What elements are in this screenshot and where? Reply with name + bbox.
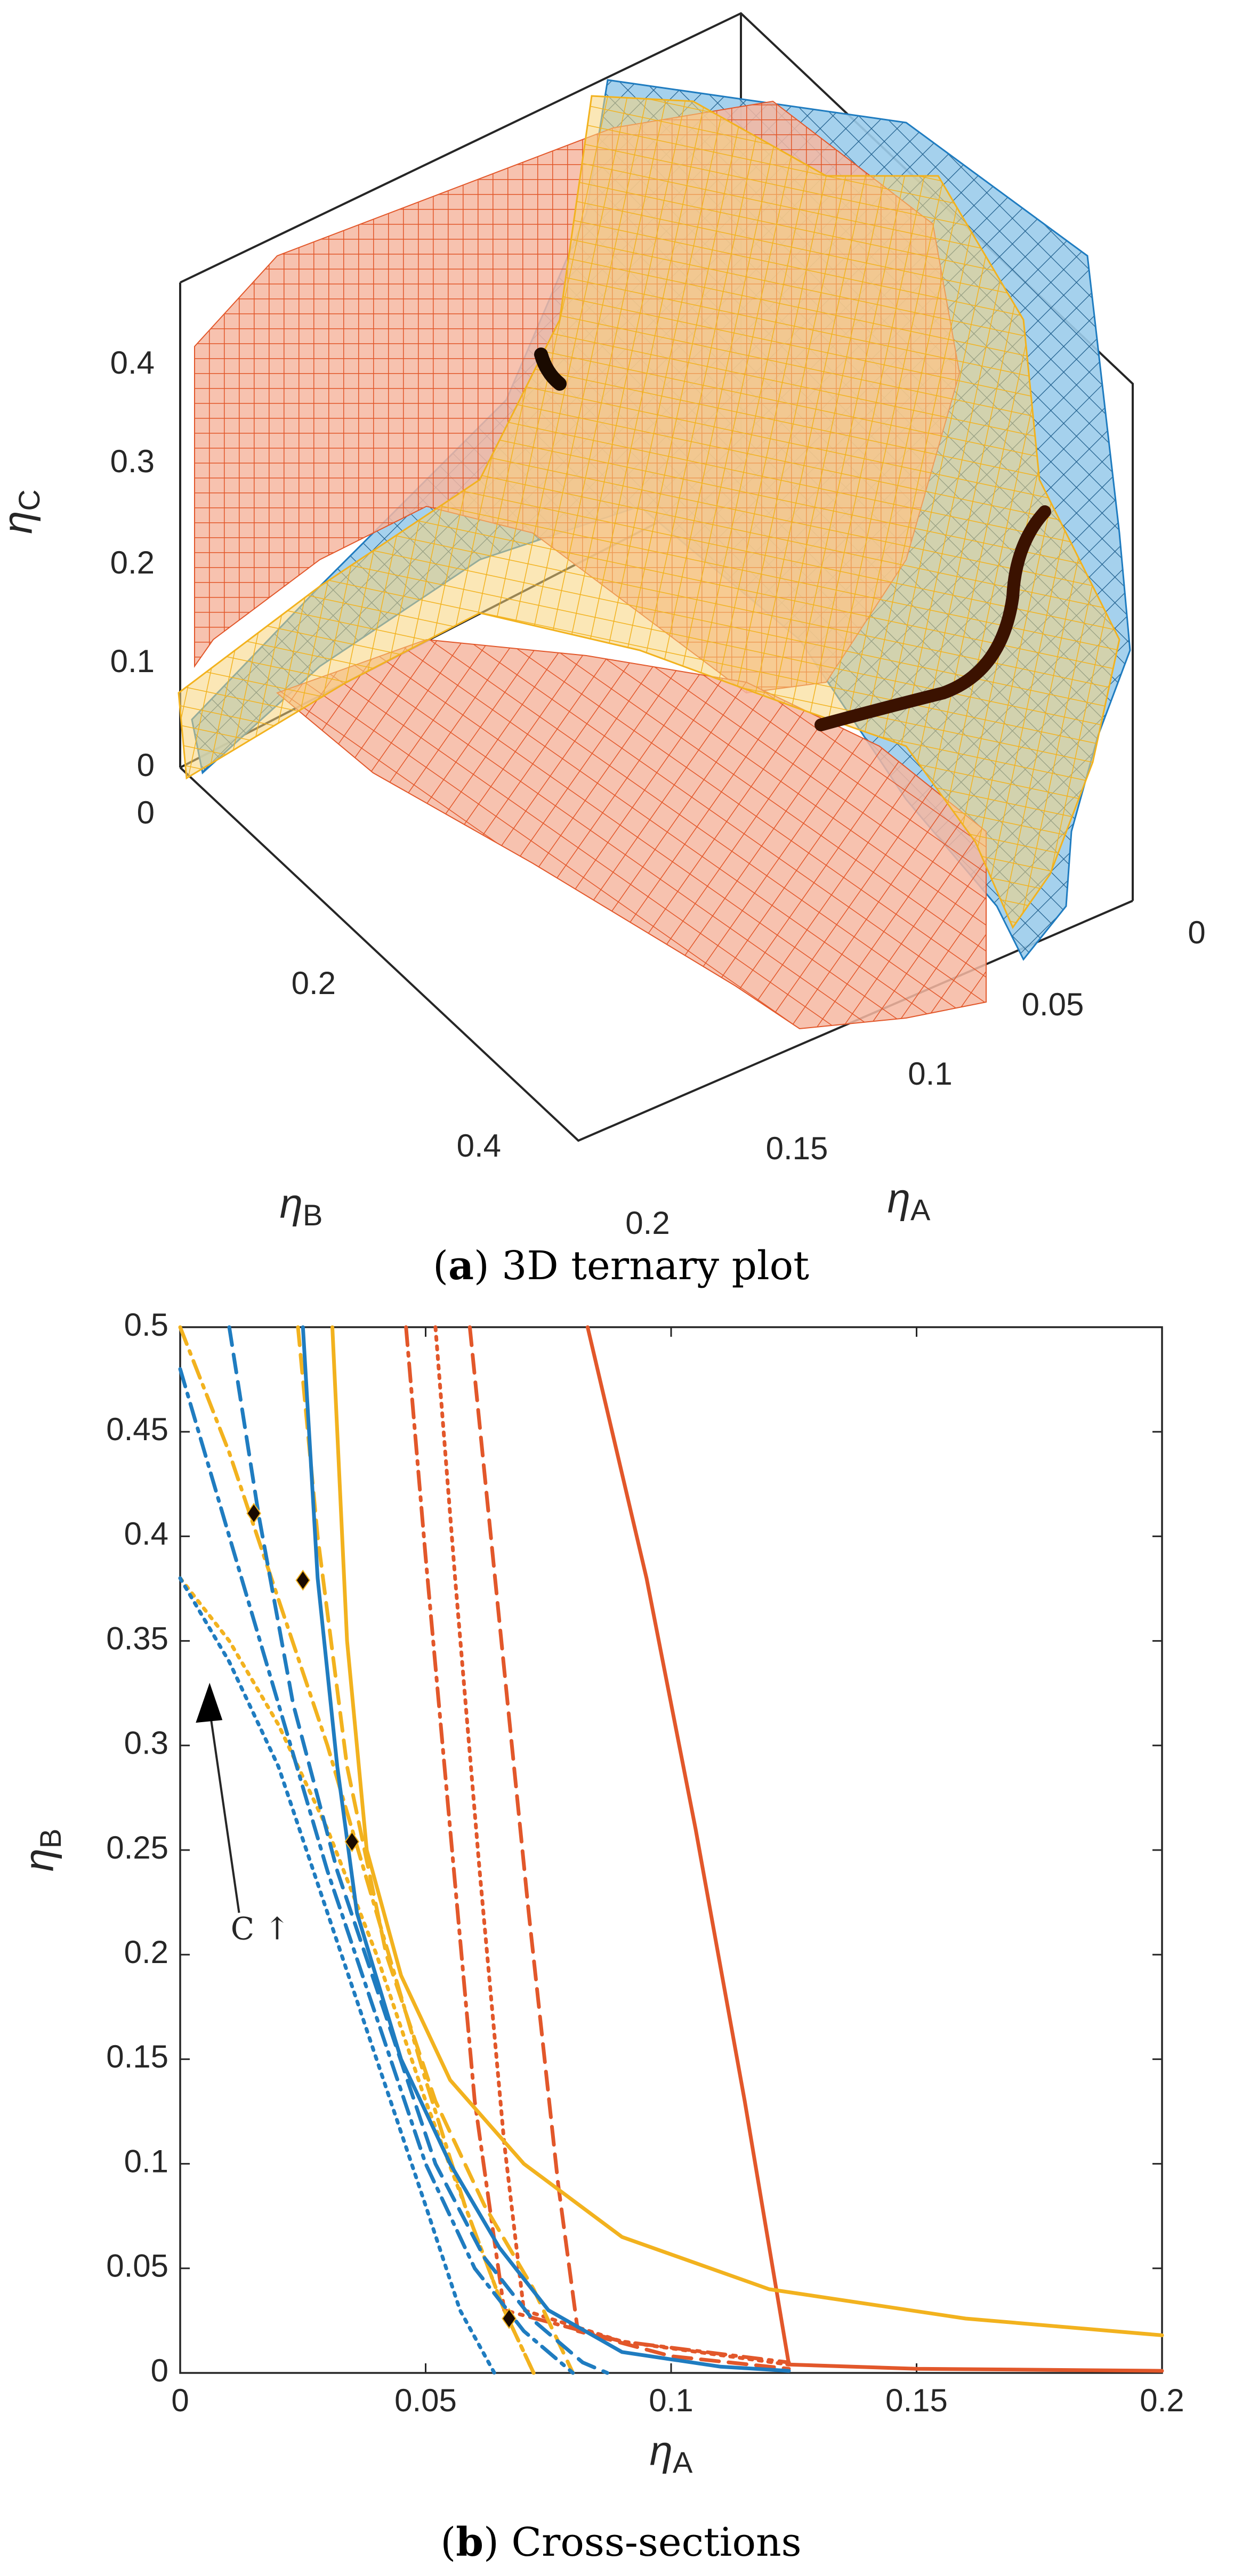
data-markers <box>246 1503 517 2329</box>
y-tick-label: 0.2 <box>124 1934 168 1970</box>
y-tick-label: 0.35 <box>106 1620 168 1656</box>
series-lines <box>178 1325 1164 2375</box>
increase-arrow <box>196 1683 240 1913</box>
marker-diamond <box>344 1831 360 1853</box>
series-blue-dashed <box>227 1325 609 2375</box>
axis-a-tick-4: 0.2 <box>625 1205 670 1241</box>
x-tick-label: 0.1 <box>649 2383 693 2418</box>
panel-a-3d-plot: 0 0.1 0.2 0.3 0.4 ηC 0 0.2 0.4 ηB 0 0.05… <box>0 12 1206 1289</box>
axis-c-tick-4: 0.4 <box>110 345 155 381</box>
axis-b-tick-1: 0.2 <box>292 965 336 1001</box>
axis-c-tick-3: 0.3 <box>110 443 155 479</box>
axis-c-tick-2: 0.2 <box>110 545 155 580</box>
arrow-head <box>196 1683 223 1723</box>
y-tick-label: 0.45 <box>106 1411 168 1447</box>
series-red-solid <box>585 1325 1164 2373</box>
series-yellow-dotted <box>178 1576 536 2375</box>
axis-b: 0 0.2 0.4 ηB <box>137 795 501 1232</box>
series-red-dashdot <box>404 1325 791 2364</box>
marker-diamond <box>295 1570 311 1591</box>
surfaces <box>178 79 1131 1030</box>
axis-a-title: ηA <box>888 1175 931 1226</box>
intersection-curves <box>534 348 1051 731</box>
series-red-dashed <box>467 1325 791 2371</box>
axis-a-tick-2: 0.1 <box>908 1056 952 1092</box>
axis-a-tick-1: 0.05 <box>1022 987 1084 1022</box>
intersection-curve-upper <box>534 348 567 391</box>
axis-b-tick-0: 0 <box>137 795 155 830</box>
plot-area <box>179 1326 1163 2374</box>
caption-b: (b) Cross-sections <box>440 2520 801 2565</box>
x-tick-label: 0 <box>171 2383 189 2418</box>
red-surface-front <box>276 639 987 1030</box>
x-tick-label: 0.15 <box>885 2383 948 2418</box>
panel-b-cross-sections: 0 0.05 0.1 0.15 0.2 0 0.05 0.1 0.15 0.2 0.25 0.3 0.3… <box>15 1307 1184 2565</box>
y-tick-label: 0.3 <box>124 1725 168 1761</box>
y-tick-label: 0.1 <box>124 2143 168 2179</box>
yellow-surface <box>178 95 1120 930</box>
axis-c-tick-0: 0 <box>137 747 155 783</box>
y-tick-label: 0.05 <box>106 2248 168 2284</box>
axis-b-title: ηB <box>280 1180 323 1232</box>
axis-a-tick-3: 0.15 <box>766 1130 828 1166</box>
axis-b-tick-2: 0.4 <box>457 1128 501 1164</box>
axis-a: 0 0.05 0.1 0.15 0.2 ηA <box>625 915 1205 1241</box>
c-increase-annotation: C ↑ <box>231 1911 290 1947</box>
y-tick-label: 0.15 <box>106 2039 168 2074</box>
x-tick-label: 0.2 <box>1140 2383 1184 2418</box>
y-tick-label: 0.5 <box>124 1307 168 1343</box>
axis-a-tick-0: 0 <box>1188 915 1205 950</box>
axis-y-title: ηB <box>15 1829 67 1872</box>
caption-a: (a) 3D ternary plot <box>433 1243 809 1289</box>
axis-x-title: ηA <box>650 2427 693 2479</box>
x-tick-label: 0.05 <box>394 2383 457 2418</box>
marker-diamond <box>502 2308 517 2329</box>
intersection-curve-lower <box>814 505 1051 731</box>
y-tick-label: 0.25 <box>106 1830 168 1866</box>
axis-c: 0 0.1 0.2 0.3 0.4 ηC <box>0 345 155 783</box>
marker-diamond <box>246 1503 261 1524</box>
axis-c-title: ηC <box>0 489 46 534</box>
series-blue-dotted <box>178 1576 496 2375</box>
y-tick-label: 0.4 <box>124 1516 168 1552</box>
series-blue-solid <box>301 1325 791 2373</box>
tick-labels: 0 0.05 0.1 0.15 0.2 0 0.05 0.1 0.15 0.2 0.25 0.3 0.3… <box>106 1307 1184 2418</box>
series-blue-dashdot <box>178 1367 575 2375</box>
y-tick-label: 0 <box>151 2353 168 2388</box>
arrow-shaft <box>208 1709 240 1913</box>
axis-c-tick-1: 0.1 <box>110 643 155 679</box>
series-yellow-solid <box>330 1325 1164 2337</box>
